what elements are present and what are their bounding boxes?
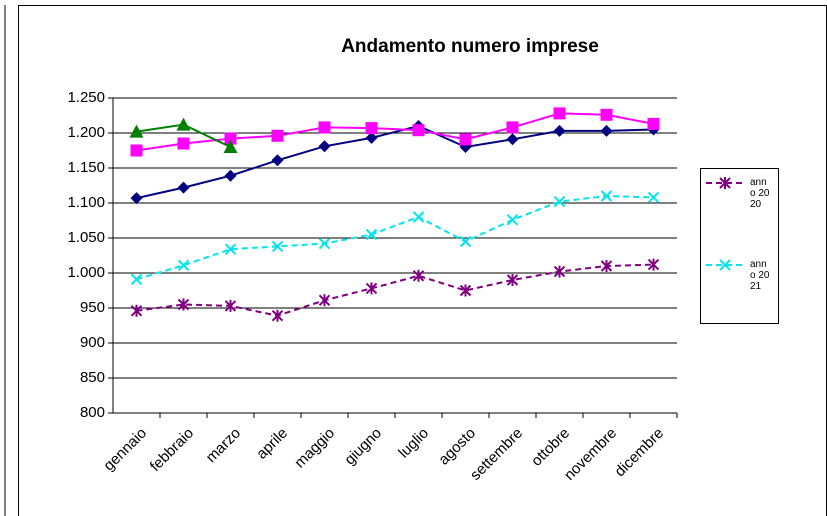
marker [177, 181, 190, 194]
marker [553, 195, 566, 208]
marker [412, 269, 425, 282]
marker [553, 124, 566, 137]
marker [600, 124, 613, 137]
marker [130, 192, 143, 205]
marker [130, 144, 143, 157]
series-line [136, 112, 654, 152]
marker [365, 228, 378, 241]
legend-label-box: anno 2020 [750, 177, 770, 210]
chart-title: Andamento numero imprese [341, 36, 599, 57]
marker [600, 190, 613, 202]
series-line [136, 194, 654, 281]
marker [365, 282, 378, 295]
marker [553, 107, 566, 120]
marker [412, 124, 425, 137]
marker [224, 243, 237, 255]
marker [719, 259, 731, 271]
y-tick-label: 1.000 [67, 264, 105, 281]
y-tick-label: 1.200 [67, 124, 105, 141]
marker [176, 117, 191, 131]
y-tick-label: 1.100 [67, 194, 105, 211]
marker [459, 133, 472, 146]
legend [700, 168, 779, 324]
marker [224, 132, 237, 145]
marker [318, 237, 331, 250]
chart-frame [18, 5, 827, 516]
marker [600, 108, 613, 121]
marker [129, 124, 144, 138]
marker [177, 298, 190, 311]
marker [600, 260, 613, 272]
y-tick-label: 850 [80, 369, 105, 386]
marker [647, 117, 660, 130]
marker [318, 140, 331, 153]
marker [177, 259, 190, 272]
series-line [136, 263, 654, 317]
y-tick-label: 1.250 [67, 89, 105, 106]
marker [318, 294, 331, 307]
marker [459, 284, 472, 297]
y-tick-label: 900 [80, 334, 105, 351]
marker [506, 214, 519, 226]
y-tick-label: 1.050 [67, 229, 105, 246]
marker [271, 309, 284, 322]
marker [223, 140, 238, 153]
y-tick-label: 950 [80, 299, 105, 316]
marker [506, 133, 519, 146]
marker [271, 154, 284, 167]
marker [365, 122, 378, 135]
y-tick-label: 1.150 [67, 159, 105, 176]
marker [271, 240, 284, 253]
marker [506, 274, 519, 286]
legend-label-box: anno 2021 [750, 259, 770, 292]
marker [130, 273, 143, 286]
marker [553, 265, 566, 278]
marker [224, 299, 237, 312]
legend-label: anno 2020 [750, 177, 770, 210]
marker [365, 131, 378, 144]
marker [719, 177, 731, 189]
legend-label: anno 2021 [750, 259, 770, 292]
marker [318, 121, 331, 134]
marker [130, 304, 143, 317]
marker [506, 121, 519, 134]
marker [271, 129, 284, 142]
series-line [136, 124, 654, 200]
marker [177, 137, 190, 150]
marker [647, 191, 660, 204]
marker [224, 169, 237, 182]
marker [412, 211, 425, 223]
marker [459, 235, 472, 248]
y-tick-label: 800 [80, 404, 105, 421]
marker [647, 258, 660, 271]
